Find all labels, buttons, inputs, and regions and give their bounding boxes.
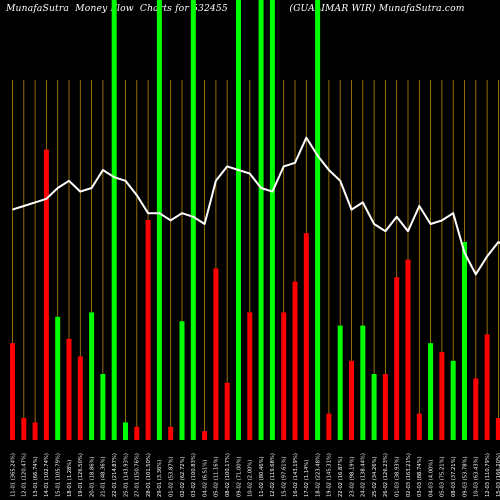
- money-flow-bar: [269, 0, 275, 440]
- money-flow-bar: [484, 334, 490, 440]
- x-tick-label: 10-03 (63.43%): [474, 456, 480, 497]
- money-flow-bar: [473, 378, 479, 440]
- money-flow-bar: [382, 374, 388, 440]
- x-tick-label: 15-02 (97.61%): [282, 456, 288, 497]
- x-tick-label: 29-01 (3.36%): [157, 460, 163, 497]
- x-tick-label: 01-02 (53.87%): [169, 456, 175, 497]
- x-tick-label: 18-02 (223.48%): [315, 453, 321, 497]
- money-flow-bar: [100, 374, 106, 440]
- x-tick-label: 23-02 (98.19%): [349, 456, 355, 497]
- money-flow-bar: [213, 268, 219, 440]
- money-flow-bar: [156, 0, 162, 440]
- x-tick-label: 05-03 (75.21%): [440, 456, 446, 497]
- x-tick-label: 08-03 (37.21%): [451, 456, 457, 497]
- money-flow-bar: [394, 277, 400, 440]
- x-tick-label: 02-02 (62.72%): [180, 456, 186, 497]
- x-tick-label: 12-01 (120.47%): [22, 453, 28, 497]
- x-tick-label: 03-03 (88.74%): [417, 456, 423, 497]
- x-tick-label: 03-02 (100.83%): [191, 453, 197, 497]
- money-flow-line: [12, 136, 500, 276]
- x-tick-label: 11-01 (365.24%): [10, 453, 16, 497]
- money-flow-bar: [292, 281, 298, 440]
- money-flow-bar: [89, 312, 95, 440]
- money-flow-bar: [123, 422, 128, 440]
- x-tick-label: 02-03 (163.21%): [406, 453, 412, 497]
- x-axis-labels: 11-01 (365.24%) 12-01 (120.47%) 13-01 (66.…: [10, 453, 500, 497]
- x-tick-label: 19-01 (126.50%): [78, 453, 84, 497]
- gridlines: [12, 80, 499, 440]
- x-tick-label: 08-02 (100.17%): [225, 453, 231, 497]
- x-tick-label: 21-01 (48.36%): [101, 456, 107, 497]
- money-flow-bar: [224, 382, 230, 440]
- x-tick-label: 14-01 (102.74%): [44, 453, 50, 497]
- money-flow-bar: [315, 0, 321, 440]
- money-flow-bar: [450, 360, 456, 440]
- money-flow-bar: [66, 338, 72, 440]
- x-tick-label: 11-02 (80.46%): [259, 456, 265, 497]
- money-flow-bar: [439, 352, 445, 440]
- money-flow-bar: [247, 312, 253, 440]
- x-tick-label: 12-03 (110.79%): [485, 453, 491, 497]
- x-tick-label: 15-01 (105.79%): [56, 453, 62, 497]
- x-tick-label: 18-01 (1.28%): [67, 460, 73, 497]
- money-flow-bar: [145, 220, 151, 440]
- money-flow-bar: [326, 413, 332, 440]
- money-flow-bar: [55, 316, 61, 440]
- x-tick-label: 22-02 (16.87%): [338, 456, 344, 497]
- money-flow-bar: [495, 418, 500, 440]
- money-flow-bar: [258, 0, 264, 440]
- money-flow-bar: [168, 426, 174, 440]
- money-flow-bar: [281, 312, 287, 440]
- x-tick-label: 25-01 (143.93%): [123, 453, 129, 497]
- x-tick-label: 25-02 (34.26%): [372, 456, 378, 497]
- money-flow-bar: [134, 426, 140, 440]
- x-tick-label: 13-01 (66.74%): [33, 456, 39, 497]
- money-flow-bar: [428, 343, 434, 440]
- x-tick-label: 22-01 (214.87%): [112, 453, 118, 497]
- bars: [10, 0, 500, 440]
- x-tick-label: 28-01 (101.50%): [146, 453, 152, 497]
- x-tick-label: 09-03 (53.78%): [462, 456, 468, 497]
- x-tick-label: 10-02 (2.00%): [248, 460, 254, 497]
- money-flow-bar: [337, 325, 343, 440]
- money-flow-bar: [43, 149, 49, 440]
- money-flow-bar: [190, 0, 196, 440]
- x-tick-label: 16-02 (143.19%): [293, 453, 299, 497]
- x-tick-label: 04-02 (6.51%): [202, 460, 208, 497]
- x-tick-label: 09-02 (71.00%): [236, 456, 242, 497]
- money-flow-bar: [303, 233, 309, 440]
- money-flow-bar: [179, 321, 185, 440]
- x-tick-label: 05-02 (11.16%): [214, 456, 220, 497]
- money-flow-bar: [405, 259, 411, 440]
- money-flow-line-path: [12, 136, 500, 276]
- money-flow-bar: [32, 422, 38, 440]
- x-tick-label: 15-03 (166.20%): [496, 453, 500, 497]
- money-flow-bar: [360, 325, 366, 440]
- money-flow-bar: [371, 374, 377, 440]
- x-tick-label: 04-03 (4.00%): [428, 460, 434, 497]
- x-tick-label: 01-03 (38.93%): [395, 456, 401, 497]
- money-flow-bar: [202, 431, 208, 440]
- x-tick-label: 26-02 (126.23%): [383, 453, 389, 497]
- money-flow-bar: [462, 242, 467, 440]
- x-tick-label: 12-02 (119.68%): [270, 453, 276, 497]
- x-tick-label: 27-01 (150.76%): [135, 453, 141, 497]
- money-flow-bar: [349, 360, 354, 440]
- x-tick-label: 19-02 (145.31%): [327, 453, 333, 497]
- money-flow-bar: [77, 356, 83, 440]
- x-tick-label: 17-02 (1.14%): [304, 460, 310, 497]
- money-flow-bar: [111, 0, 117, 440]
- money-flow-bar: [10, 343, 15, 440]
- money-flow-bar: [21, 418, 27, 440]
- money-flow-bar: [416, 413, 422, 440]
- x-tick-label: 24-02 (138.44%): [361, 453, 367, 497]
- money-flow-bar: [236, 0, 241, 440]
- x-tick-label: 20-01 (18.86%): [89, 456, 95, 497]
